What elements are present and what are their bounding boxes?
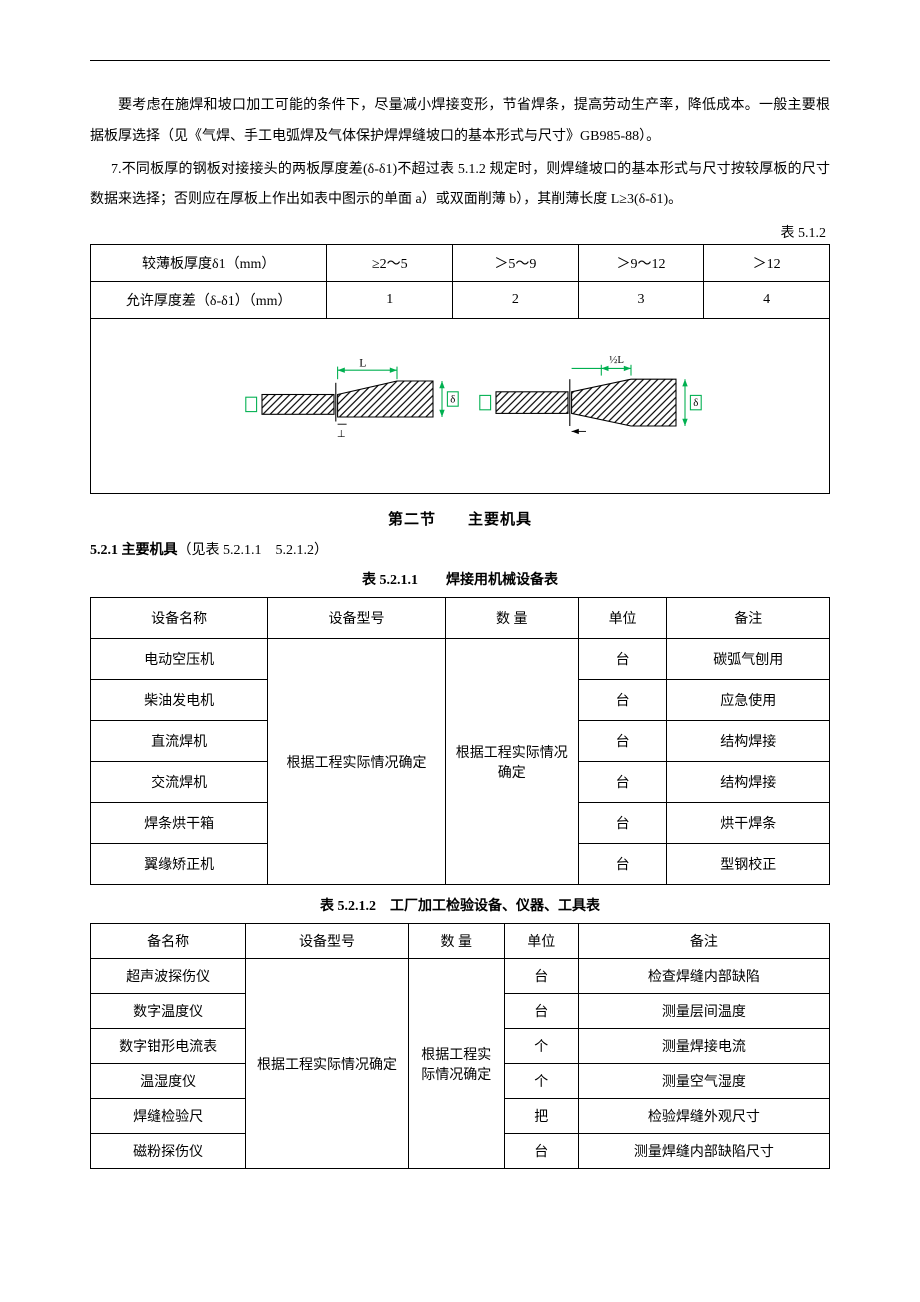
cell: 检查焊缝内部缺陷 [578,959,829,994]
table-5-2-1-2: 备名称 设备型号 数 量 单位 备注 超声波探伤仪 根据工程实际情况确定 根据工… [90,923,830,1169]
cell: 台 [578,803,667,844]
cell: 交流焊机 [91,762,268,803]
diagram-cell: L ⊥ δ [91,319,830,494]
cell: 数 量 [408,924,504,959]
table-5-1-2-label: 表 5.1.2 [90,222,826,242]
subhead-bold: 5.2.1 主要机具 [90,543,178,558]
dim-L: L [359,357,366,370]
cell: 允许厚度差（δ-δ1）（mm） [91,282,327,319]
table-row: 设备名称 设备型号 数 量 单位 备注 [91,598,830,639]
cell: 温湿度仪 [91,1064,246,1099]
cell: ≥2～5 [327,245,453,282]
subhead-5-2-1: 5.2.1 主要机具（见表 5.2.1.1 5.2.1.2） [90,539,830,559]
table-row: 较薄板厚度δ1（mm） ≥2～5 ＞5～9 ＞9～12 ＞12 [91,245,830,282]
cell: 备注 [578,924,829,959]
cell: 电动空压机 [91,639,268,680]
cell: ＞9～12 [578,245,704,282]
cell: 数字温度仪 [91,994,246,1029]
cell: 结构焊接 [667,762,830,803]
table-5212-caption: 表 5.2.1.2 工厂加工检验设备、仪器、工具表 [90,895,830,915]
table-row: 电动空压机 根据工程实际情况确定 根据工程实际情况确定 台 碳弧气刨用 [91,639,830,680]
cell: 台 [578,721,667,762]
cell: 3 [578,282,704,319]
table-5-1-2: 较薄板厚度δ1（mm） ≥2～5 ＞5～9 ＞9～12 ＞12 允许厚度差（δ-… [90,244,830,494]
dim-gap: ⊥ [337,429,346,440]
cell: 备名称 [91,924,246,959]
para-1: 要考虑在施焊和坡口加工可能的条件下，尽量减小焊接变形，节省焊条，提高劳动生产率，… [90,91,830,153]
cell: 个 [504,1029,578,1064]
cell: 直流焊机 [91,721,268,762]
cell: 超声波探伤仪 [91,959,246,994]
cell: 设备型号 [246,924,409,959]
cell: 台 [578,680,667,721]
table-row: 超声波探伤仪 根据工程实际情况确定 根据工程实际情况确定 台 检查焊缝内部缺陷 [91,959,830,994]
cell: 把 [504,1099,578,1134]
cell: 2 [453,282,579,319]
cell: 数字钳形电流表 [91,1029,246,1064]
cell: 台 [578,844,667,885]
dim-delta-b: δ [693,397,698,409]
cell: 结构焊接 [667,721,830,762]
cell-merged-model: 根据工程实际情况确定 [246,959,409,1169]
cell: 备注 [667,598,830,639]
top-rule [90,60,830,61]
cell: 台 [504,994,578,1029]
cell: 烘干焊条 [667,803,830,844]
cell: 台 [504,959,578,994]
cell: 应急使用 [667,680,830,721]
dim-halfL: ½L [609,354,624,366]
cell: 型钢校正 [667,844,830,885]
cell: 翼缘矫正机 [91,844,268,885]
cell: 台 [578,639,667,680]
cell: ＞12 [704,245,830,282]
cell: 个 [504,1064,578,1099]
cell: 焊缝检验尺 [91,1099,246,1134]
cell-merged-model: 根据工程实际情况确定 [268,639,445,885]
cell-merged-qty: 根据工程实际情况确定 [445,639,578,885]
cell: 设备名称 [91,598,268,639]
cell: 设备型号 [268,598,445,639]
cell: 测量焊缝内部缺陷尺寸 [578,1134,829,1169]
subhead-rest: （见表 5.2.1.1 5.2.1.2） [178,543,329,558]
cell: 焊条烘干箱 [91,803,268,844]
table-5211-caption: 表 5.2.1.1 焊接用机械设备表 [90,569,830,589]
cell: 单位 [504,924,578,959]
cell: 柴油发电机 [91,680,268,721]
cell: 数 量 [445,598,578,639]
cell: 碳弧气刨用 [667,639,830,680]
cell: ＞5～9 [453,245,579,282]
diagram-row: L ⊥ δ [91,319,830,494]
cell: 单位 [578,598,667,639]
taper-diagram: L ⊥ δ [97,327,823,480]
dim-delta-a: δ [450,394,455,406]
cell: 检验焊缝外观尺寸 [578,1099,829,1134]
section-2-title: 第二节 主要机具 [90,508,830,529]
cell: 磁粉探伤仪 [91,1134,246,1169]
cell-merged-qty: 根据工程实际情况确定 [408,959,504,1169]
cell: 测量焊接电流 [578,1029,829,1064]
para-2: 7.不同板厚的钢板对接接头的两板厚度差(δ-δ1)不超过表 5.1.2 规定时，… [90,155,830,217]
page: 要考虑在施焊和坡口加工可能的条件下，尽量减小焊接变形，节省焊条，提高劳动生产率，… [0,0,920,1302]
cell: 测量空气湿度 [578,1064,829,1099]
cell: 1 [327,282,453,319]
cell: 较薄板厚度δ1（mm） [91,245,327,282]
cell: 4 [704,282,830,319]
table-row: 备名称 设备型号 数 量 单位 备注 [91,924,830,959]
cell: 台 [504,1134,578,1169]
cell: 测量层间温度 [578,994,829,1029]
table-row: 允许厚度差（δ-δ1）（mm） 1 2 3 4 [91,282,830,319]
cell: 台 [578,762,667,803]
table-5-2-1-1: 设备名称 设备型号 数 量 单位 备注 电动空压机 根据工程实际情况确定 根据工… [90,597,830,885]
